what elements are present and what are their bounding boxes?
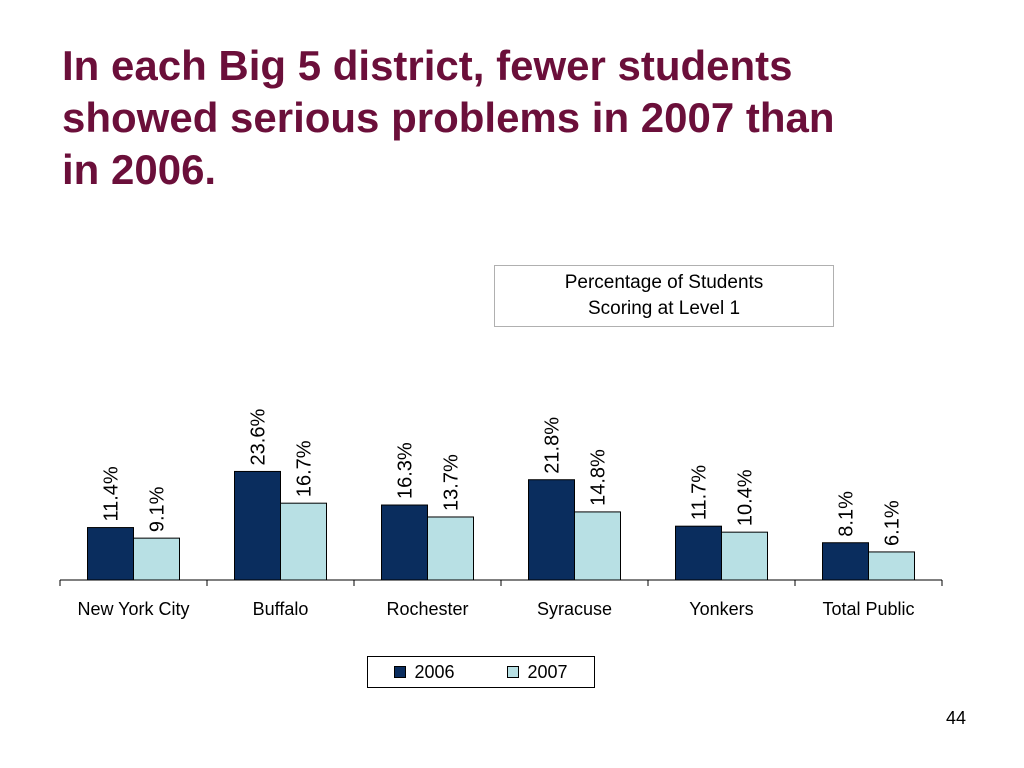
data-label-total-public-2007: 6.1% — [882, 500, 904, 546]
bar-syracuse-2006 — [528, 479, 575, 581]
legend-swatch-2007 — [507, 666, 520, 678]
x-tick-label-total-public: Total Public — [822, 599, 914, 619]
bar-syracuse-2007 — [574, 511, 621, 581]
bar-total-public-2006 — [822, 542, 869, 581]
data-label-rochester-2006: 16.3% — [395, 442, 417, 499]
data-label-syracuse-2006: 21.8% — [542, 417, 564, 474]
x-tick-label-yonkers: Yonkers — [689, 599, 753, 619]
title-line-3: in 2006. — [62, 146, 217, 193]
legend-label-2006: 2006 — [414, 661, 455, 682]
chart-note-box: Percentage of Students Scoring at Level … — [494, 265, 834, 327]
chart-note-line-1: Percentage of Students — [564, 272, 764, 293]
page-number: 44 — [945, 708, 966, 728]
data-label-buffalo-2007: 16.7% — [294, 440, 316, 497]
bar-rochester-2007 — [427, 516, 474, 581]
bar-rochester-2006 — [381, 504, 428, 581]
bar-yonkers-2006 — [675, 525, 722, 581]
x-tick-label-new-york-city: New York City — [77, 599, 189, 619]
bar-new-york-city-2007 — [133, 537, 180, 581]
x-tick-label-rochester: Rochester — [386, 599, 468, 619]
bar-yonkers-2007 — [721, 531, 768, 581]
title-line-1: In each Big 5 district, fewer students — [62, 42, 793, 89]
chart-note-line-2: Scoring at Level 1 — [587, 298, 741, 319]
title-line-2: showed serious problems in 2007 than — [62, 94, 835, 141]
bar-total-public-2007 — [868, 551, 915, 581]
data-label-yonkers-2006: 11.7% — [689, 465, 711, 520]
data-label-new-york-city-2006: 11.4% — [101, 466, 123, 521]
x-tick-label-syracuse: Syracuse — [537, 599, 612, 619]
legend-swatch-2006 — [394, 666, 407, 678]
legend-item-2006: 2006 — [394, 661, 455, 683]
legend-item-2007: 2007 — [507, 661, 568, 683]
data-label-new-york-city-2007: 9.1% — [147, 486, 169, 532]
bar-buffalo-2006 — [234, 470, 281, 581]
bar-new-york-city-2006 — [87, 527, 134, 581]
slide-title: In each Big 5 district, fewer students s… — [62, 40, 962, 196]
data-label-buffalo-2006: 23.6% — [248, 409, 270, 466]
data-label-syracuse-2007: 14.8% — [588, 449, 610, 506]
data-label-yonkers-2007: 10.4% — [735, 469, 757, 526]
bar-buffalo-2007 — [280, 502, 327, 581]
chart-legend: 2006 2007 — [367, 656, 595, 688]
data-label-total-public-2006: 8.1% — [836, 491, 858, 537]
x-tick-label-buffalo: Buffalo — [253, 599, 309, 619]
legend-label-2007: 2007 — [527, 661, 568, 682]
bar-chart: New York City 11.4% 9.1% Buffalo 23.6% 16.7% R… — [59, 409, 943, 619]
data-label-rochester-2007: 13.7% — [441, 454, 463, 511]
